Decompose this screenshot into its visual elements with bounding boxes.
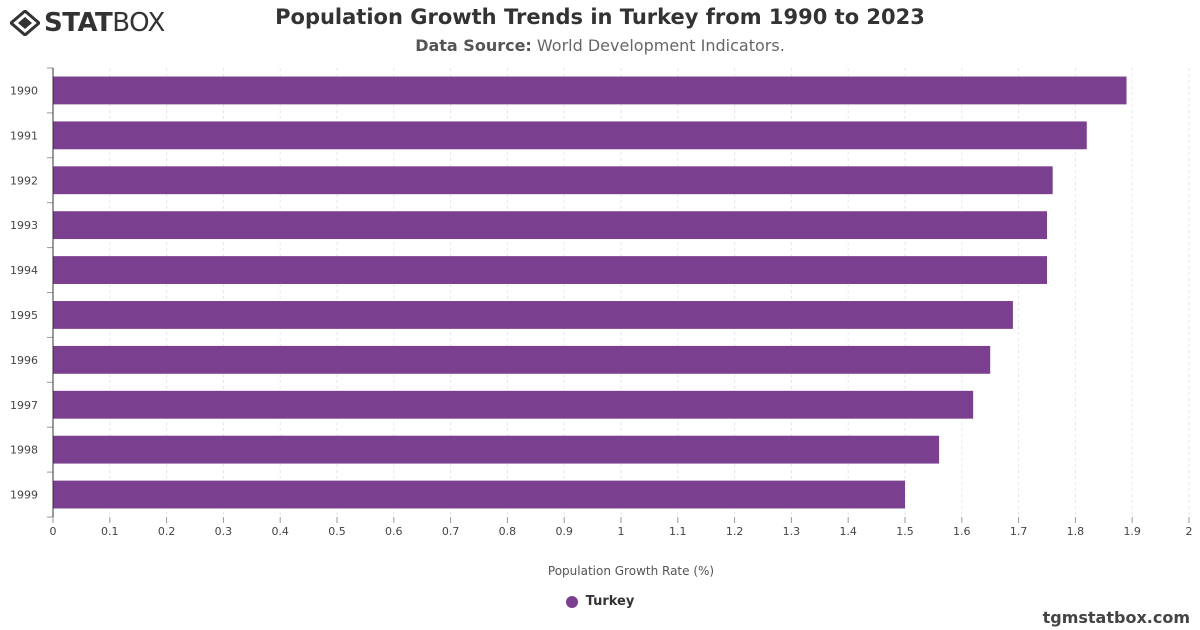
x-tick-label: 1.9 [1123, 525, 1141, 538]
subtitle-label: Data Source: [415, 36, 532, 55]
y-tick-label: 1996 [10, 354, 38, 367]
bar-1990[interactable] [53, 76, 1127, 105]
chart-legend[interactable]: Turkey [0, 594, 1200, 609]
y-tick-label: 1991 [10, 129, 38, 142]
statbox-logo: STATBOX [10, 6, 165, 40]
x-tick-label: 2 [1186, 525, 1193, 538]
bar-1993[interactable] [53, 211, 1047, 240]
bar-1991[interactable] [53, 121, 1087, 150]
x-tick-label: 0.8 [499, 525, 517, 538]
bar-1992[interactable] [53, 166, 1053, 195]
bar-1997[interactable] [53, 390, 974, 419]
x-tick-label: 1 [618, 525, 625, 538]
x-tick-label: 0.9 [555, 525, 573, 538]
x-tick-label: 0 [50, 525, 57, 538]
y-tick-label: 1993 [10, 219, 38, 232]
x-tick-label: 1.4 [839, 525, 857, 538]
y-tick-label: 1999 [10, 489, 38, 502]
x-tick-label: 0.6 [385, 525, 403, 538]
x-tick-label: 1.8 [1067, 525, 1085, 538]
subtitle-value: World Development Indicators. [536, 36, 785, 55]
x-tick-label: 0.2 [158, 525, 176, 538]
x-tick-label: 1.7 [1010, 525, 1028, 538]
x-tick-label: 0.5 [328, 525, 346, 538]
y-tick-label: 1992 [10, 174, 38, 187]
y-tick-label: 1994 [10, 264, 38, 277]
watermark: tgmstatbox.com [1042, 608, 1190, 627]
x-tick-label: 0.7 [442, 525, 460, 538]
x-tick-label: 1.3 [783, 525, 801, 538]
x-axis-title: Population Growth Rate (%) [548, 564, 714, 578]
bar-1996[interactable] [53, 345, 991, 374]
y-tick-label: 1995 [10, 309, 38, 322]
logo-wordmark: STATBOX [44, 8, 165, 38]
x-tick-label: 1.6 [953, 525, 971, 538]
bar-1994[interactable] [53, 256, 1047, 284]
y-tick-label: 1997 [10, 399, 38, 412]
x-tick-label: 1.2 [726, 525, 744, 538]
x-tick-label: 0.1 [101, 525, 119, 538]
x-tick-label: 1.1 [669, 525, 687, 538]
x-tick-label: 1.5 [896, 525, 914, 538]
x-tick-label: 0.3 [215, 525, 233, 538]
bar-1995[interactable] [53, 301, 1013, 329]
y-tick-label: 1990 [10, 84, 38, 97]
legend-label: Turkey [585, 594, 635, 609]
bar-1999[interactable] [53, 480, 905, 509]
legend-marker [565, 595, 578, 608]
y-tick-label: 1998 [10, 444, 38, 457]
chart-subtitle: Data Source: World Development Indicator… [0, 36, 1200, 55]
bar-1998[interactable] [53, 435, 940, 464]
x-tick-label: 0.4 [271, 525, 289, 538]
diamond-logo-icon [10, 10, 40, 36]
chart-title: Population Growth Trends in Turkey from … [275, 5, 925, 29]
